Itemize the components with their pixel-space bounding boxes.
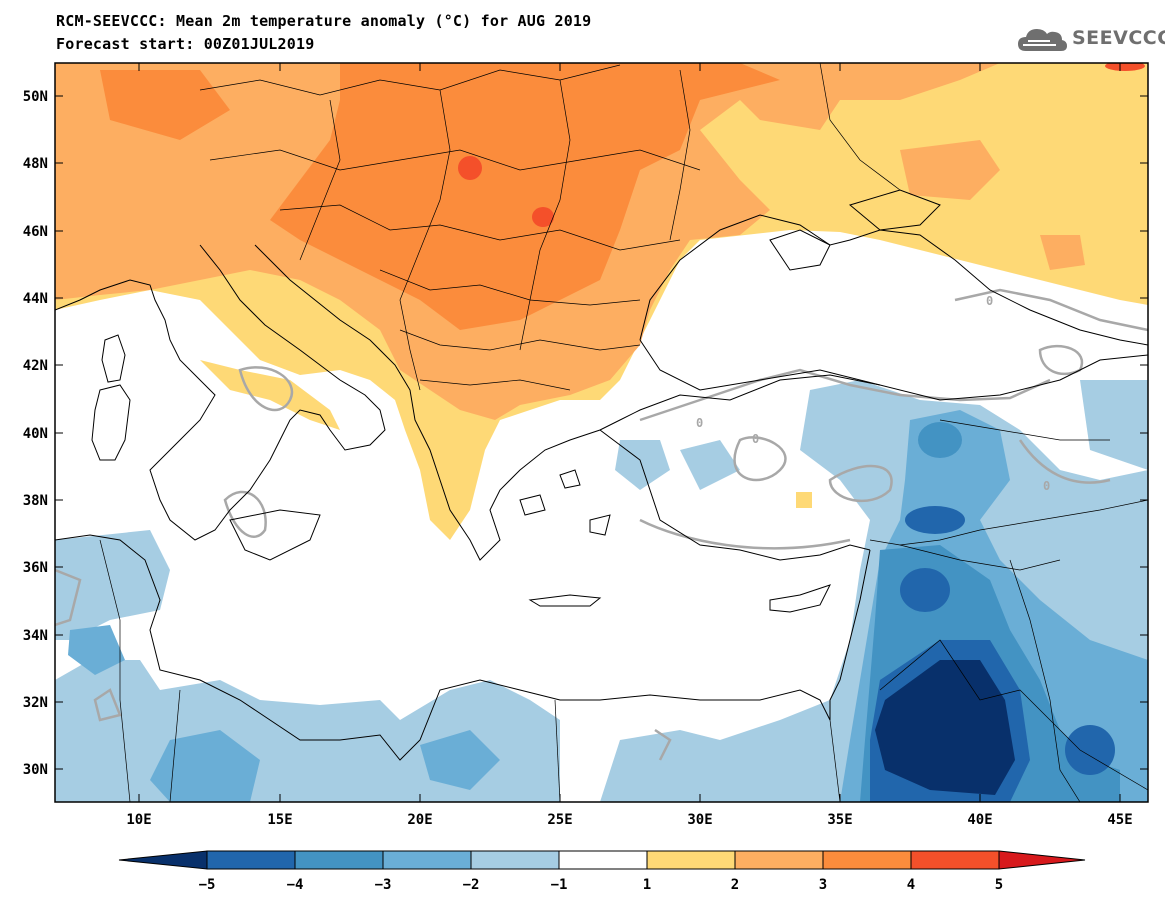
forecast-start-label: Forecast start: 00Z01JUL2019: [56, 35, 315, 53]
cool-patch-anatolia-2: [680, 440, 740, 490]
cool-peak: [875, 660, 1015, 795]
lat-label: 34N: [23, 628, 48, 644]
cool-patch-tunisia-2: [68, 625, 125, 675]
lat-label: 30N: [23, 762, 48, 778]
colorbar-segment: [118, 850, 208, 870]
lon-label: 45E: [1107, 812, 1132, 828]
cloud-icon: [1018, 29, 1067, 51]
colorbar-segment: [470, 850, 560, 870]
contour-label: 0: [986, 294, 993, 308]
colorbar-label: 2: [731, 877, 739, 893]
warm-peak-romania: [532, 207, 554, 227]
colorbar-segment: [206, 850, 296, 870]
colorbar-segment: [998, 850, 1086, 870]
colorbar-segment: [558, 850, 648, 870]
colorbar-label: 5: [995, 877, 1003, 893]
cool-patch-cyrenaica: [420, 730, 500, 790]
logo-text: SEEVCCC: [1072, 27, 1165, 49]
colorbar-label: −3: [375, 877, 392, 893]
lon-label: 30E: [687, 812, 712, 828]
colorbar-segment: [294, 850, 384, 870]
warm-band-3-4: [270, 63, 780, 330]
cool-patch-turkey-south: [905, 506, 965, 534]
colorbar-segment: [382, 850, 472, 870]
contour-label: 0: [752, 432, 759, 446]
lon-label: 40E: [967, 812, 992, 828]
lon-labels: 10E 15E 20E 25E 30E 35E 40E 45E: [126, 812, 1132, 828]
cool-patch-libya: [150, 730, 260, 802]
lat-label: 32N: [23, 695, 48, 711]
coastlines: [55, 189, 1148, 761]
colorbar-label: 1: [643, 877, 651, 893]
cool-patch-iraq: [1065, 725, 1115, 775]
warm-patch-italy: [200, 360, 340, 430]
cool-patch-turkey-east: [918, 422, 962, 458]
zero-contours: [55, 288, 1148, 761]
warm-peak-slovakia: [458, 156, 482, 180]
colorbar-segment: [910, 850, 1000, 870]
lat-label: 48N: [23, 156, 48, 172]
lat-label: 38N: [23, 493, 48, 509]
colorbar: [118, 850, 1086, 870]
lon-label: 25E: [547, 812, 572, 828]
colorbar-segment: [822, 850, 912, 870]
cool-patch-syria: [900, 568, 950, 612]
lon-ticks: [138, 63, 1121, 802]
colorbar-label: −1: [551, 877, 568, 893]
contour-label: 0: [1043, 479, 1050, 493]
colorbar-label: −4: [287, 877, 304, 893]
colorbar-segment: [646, 850, 736, 870]
borders: [99, 63, 1148, 802]
warm-patch-caucasus: [1040, 235, 1085, 270]
lat-label: 40N: [23, 426, 48, 442]
warm-patch-anatolia: [796, 492, 812, 508]
lon-label: 20E: [407, 812, 432, 828]
anomaly-field: 0 0 0 0: [55, 63, 1148, 802]
colorbar-label: −5: [199, 877, 216, 893]
contour-label: 0: [696, 416, 703, 430]
lat-label: 42N: [23, 358, 48, 374]
lon-label: 35E: [827, 812, 852, 828]
lat-label: 50N: [23, 89, 48, 105]
warm-patch-east: [900, 140, 1000, 200]
cool-patch-anatolia: [615, 440, 670, 490]
lat-label: 44N: [23, 291, 48, 307]
lat-label: 46N: [23, 224, 48, 240]
colorbar-label: 4: [907, 877, 915, 893]
colorbar-labels: −5 −4 −3 −2 −1 1 2 3 4 5: [199, 877, 1004, 893]
lat-labels: 50N 48N 46N 44N 42N 40N 38N 36N 34N 32N …: [23, 89, 48, 778]
map-title: RCM-SEEVCCC: Mean 2m temperature anomaly…: [56, 12, 592, 30]
cool-patch-east: [1080, 380, 1148, 470]
colorbar-label: 3: [819, 877, 827, 893]
contour-labels: 0 0 0 0: [696, 294, 1050, 493]
lon-label: 10E: [126, 812, 151, 828]
lat-label: 36N: [23, 560, 48, 576]
warm-peak-ukraine: [1105, 63, 1145, 71]
lon-label: 15E: [267, 812, 292, 828]
seevccc-logo: SEEVCCC: [1016, 22, 1165, 54]
warm-patch-north: [100, 70, 230, 140]
colorbar-label: −2: [463, 877, 480, 893]
lat-ticks: [55, 95, 1148, 770]
colorbar-segment: [734, 850, 824, 870]
